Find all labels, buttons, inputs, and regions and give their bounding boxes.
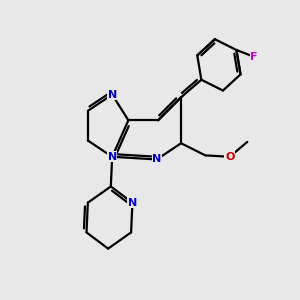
Text: O: O: [225, 152, 234, 162]
Text: N: N: [107, 90, 117, 100]
Text: N: N: [128, 198, 137, 208]
Text: F: F: [250, 52, 258, 62]
Text: N: N: [107, 152, 117, 162]
Text: N: N: [152, 154, 161, 164]
